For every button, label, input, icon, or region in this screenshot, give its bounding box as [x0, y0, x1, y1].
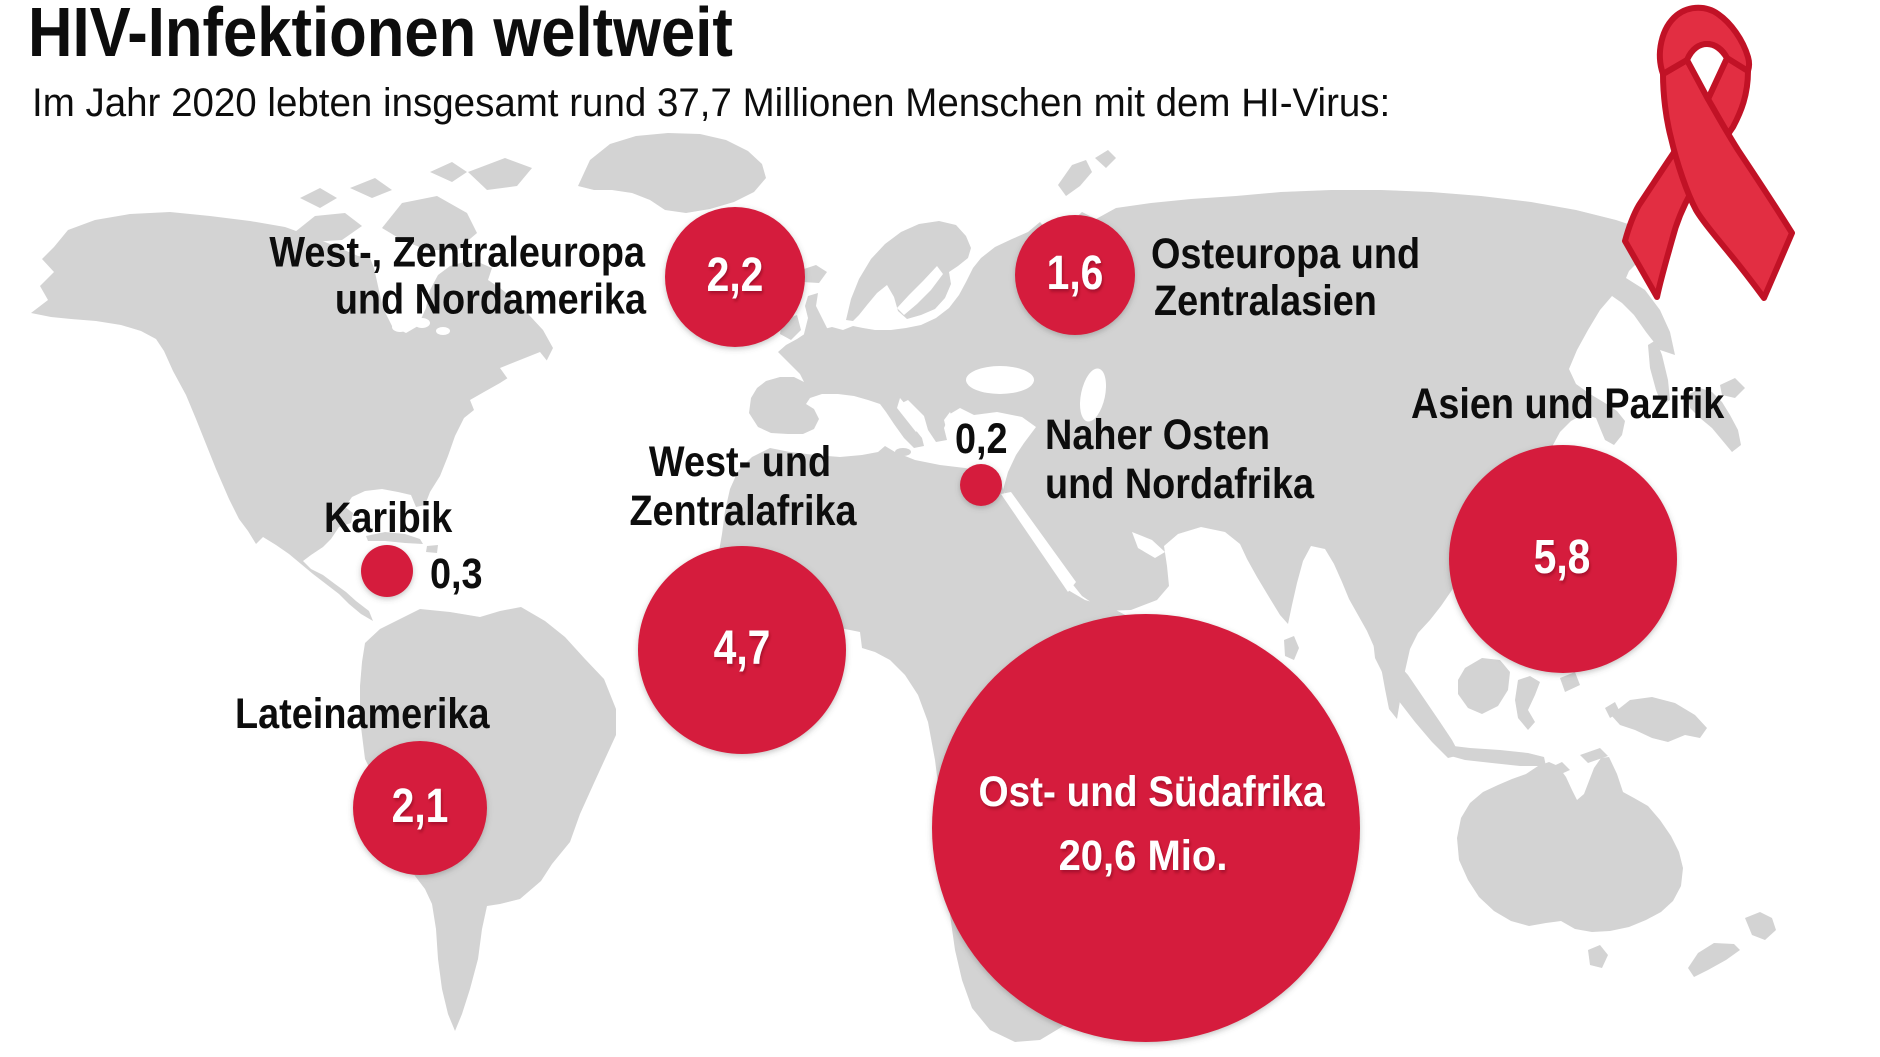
svg-text:5,8: 5,8 [1534, 531, 1591, 584]
svg-text:20,6 Mio.: 20,6 Mio. [1059, 831, 1228, 880]
svg-text:West- und: West- und [649, 437, 831, 486]
svg-text:Karibik: Karibik [324, 493, 453, 542]
svg-text:2,1: 2,1 [392, 780, 449, 833]
svg-text:Ost- und Südafrika: Ost- und Südafrika [978, 767, 1324, 815]
svg-text:Osteuropa und: Osteuropa und [1151, 229, 1420, 278]
svg-text:Asien und Pazifik: Asien und Pazifik [1411, 379, 1725, 428]
svg-text:0,2: 0,2 [955, 414, 1008, 463]
svg-text:Lateinamerika: Lateinamerika [235, 689, 490, 738]
svg-text:und Nordamerika: und Nordamerika [335, 274, 647, 323]
svg-text:HIV-Infektionen weltweit: HIV-Infektionen weltweit [28, 0, 733, 71]
svg-text:Zentralafrika: Zentralafrika [629, 486, 857, 535]
svg-text:0,3: 0,3 [430, 549, 483, 598]
svg-text:Zentralasien: Zentralasien [1154, 276, 1377, 325]
svg-text:Im Jahr 2020 lebten insgesamt: Im Jahr 2020 lebten insgesamt rund 37,7 … [32, 80, 1390, 125]
svg-text:4,7: 4,7 [714, 622, 771, 675]
svg-text:2,2: 2,2 [707, 249, 764, 302]
svg-text:West-, Zentraleuropa: West-, Zentraleuropa [269, 227, 645, 276]
svg-text:und Nordafrika: und Nordafrika [1045, 459, 1315, 508]
svg-text:1,6: 1,6 [1047, 247, 1104, 300]
svg-text:Naher Osten: Naher Osten [1045, 410, 1270, 459]
